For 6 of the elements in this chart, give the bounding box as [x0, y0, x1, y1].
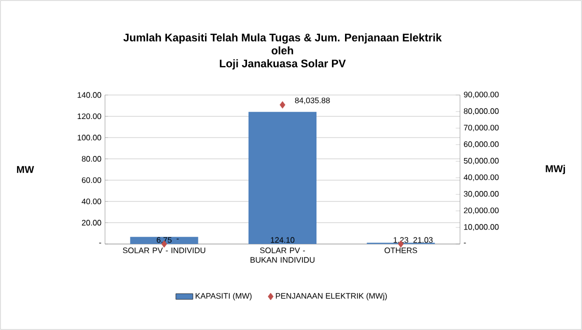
y-axis-title: MW — [17, 166, 34, 173]
bar — [130, 236, 198, 244]
y2-axis-title: MWj — [546, 164, 565, 174]
chart-title: Jumlah Kapasiti Telah Mula Tugas & Jum. Penjanaan Elektrik oleh Loji Janakuasa Solar PV — [123, 33, 442, 70]
point — [280, 101, 286, 109]
bar — [248, 112, 316, 244]
